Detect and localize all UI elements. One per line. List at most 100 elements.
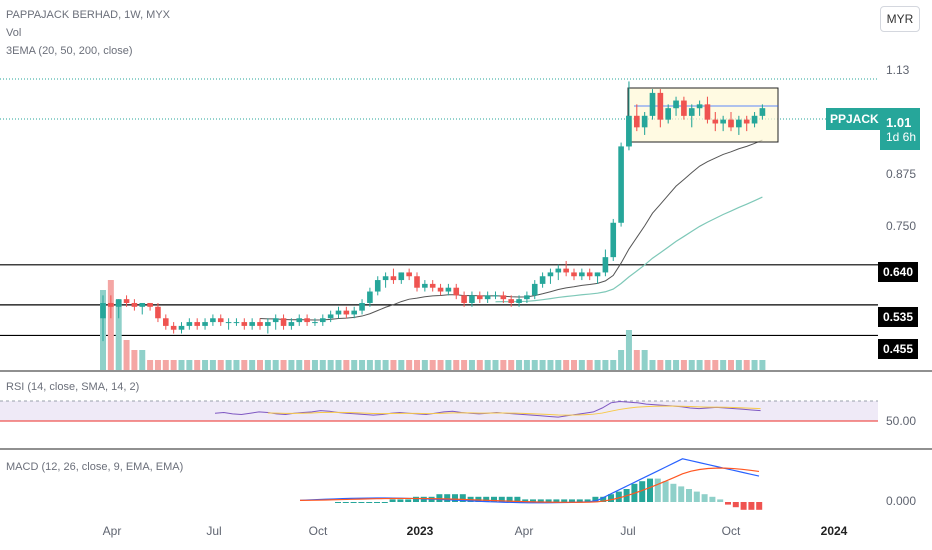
- volume-bar: [249, 360, 256, 370]
- currency-button[interactable]: MYR: [880, 6, 920, 32]
- candle-body: [249, 322, 255, 326]
- volume-bar: [547, 360, 554, 370]
- last-price-tag: 1.01 1d 6h: [880, 108, 920, 150]
- macd-hist-bar: [686, 489, 692, 502]
- volume-bar: [131, 350, 138, 370]
- volume-bar: [516, 360, 523, 370]
- candle-body: [759, 108, 766, 116]
- volume-bar: [257, 360, 263, 370]
- candle-body: [367, 291, 373, 303]
- volume-bar: [508, 360, 515, 370]
- volume-bar: [170, 360, 177, 370]
- volume-bar: [264, 360, 271, 370]
- candle-body: [100, 302, 106, 319]
- candle-body: [618, 146, 624, 223]
- candle-body: [280, 318, 287, 326]
- macd-hist-bar: [678, 486, 685, 502]
- candle-body: [743, 119, 750, 124]
- volume-bar: [602, 360, 609, 370]
- volume-bar: [657, 360, 664, 370]
- candle-body: [359, 302, 365, 311]
- candle-body: [327, 314, 334, 319]
- macd-hist-bar: [709, 496, 716, 502]
- volume-bar: [571, 360, 577, 370]
- time-axis-label: Jul: [620, 524, 636, 538]
- volume-bar: [735, 360, 742, 370]
- macd-hist-bar: [342, 502, 349, 503]
- candle-body: [155, 306, 161, 319]
- volume-bar: [633, 350, 640, 370]
- macd-line: [299, 458, 760, 504]
- candle-body: [312, 322, 318, 324]
- time-axis-label: Apr: [102, 524, 122, 538]
- volume-bar: [327, 360, 334, 370]
- price-tick: 1.13: [886, 63, 910, 77]
- ema-20-line: [259, 139, 763, 321]
- macd-hist-bar: [569, 499, 575, 502]
- candle-body: [704, 104, 711, 120]
- macd-hist-bar: [413, 496, 419, 502]
- volume-bar: [162, 360, 169, 370]
- macd-hist-bar: [717, 499, 724, 502]
- candle-body: [571, 272, 577, 277]
- signal-line: [299, 467, 760, 503]
- candle-body: [445, 287, 452, 292]
- time-axis-label: 2024: [820, 524, 848, 538]
- candle-body: [272, 318, 279, 323]
- candle-body: [500, 295, 507, 300]
- rsi-ma-line: [267, 405, 761, 416]
- volume-bar: [476, 360, 483, 370]
- candle-body: [374, 280, 381, 292]
- macd-hist-bar: [335, 502, 341, 503]
- volume-bar: [688, 360, 695, 370]
- macd-hist-bar: [506, 496, 513, 502]
- price-tick: 0.750: [886, 219, 917, 233]
- time-axis-label: Apr: [514, 524, 534, 538]
- volume-bar: [445, 360, 452, 370]
- candle-body: [720, 119, 726, 124]
- candle-body: [477, 295, 483, 300]
- candle-body: [304, 318, 310, 323]
- macd-hist-bar: [756, 502, 763, 510]
- volume-bar: [225, 360, 232, 370]
- macd-hist-bar: [600, 496, 607, 502]
- macd-hist-bar: [491, 496, 497, 502]
- volume-bar: [123, 340, 130, 370]
- volume-bar: [712, 360, 719, 370]
- volume-legend: Vol: [6, 27, 22, 39]
- macd-hist-bar: [381, 502, 388, 503]
- macd-hist-bar: [389, 499, 396, 502]
- macd-hist-bar: [615, 491, 622, 502]
- macd-hist-bar: [748, 502, 755, 510]
- candle-body: [579, 272, 585, 277]
- macd-hist-bar: [576, 499, 583, 502]
- candle-body: [210, 318, 216, 323]
- macd-hist-bar: [405, 499, 412, 502]
- candle-body: [257, 322, 263, 326]
- macd-hist-bar: [483, 496, 490, 502]
- volume-bar: [288, 360, 295, 370]
- volume-bar: [759, 360, 766, 370]
- candle-body: [673, 100, 679, 109]
- volume-bar: [751, 360, 758, 370]
- candle-body: [736, 119, 742, 128]
- candle-body: [202, 322, 208, 326]
- volume-bar: [429, 360, 436, 370]
- macd-hist-bar: [561, 499, 568, 502]
- volume-bar: [139, 350, 146, 370]
- ema-50-line: [495, 196, 763, 303]
- time-axis-label: Oct: [308, 524, 328, 538]
- candle-body: [351, 310, 357, 315]
- volume-bar: [351, 360, 358, 370]
- volume-bar: [296, 360, 303, 370]
- macd-hist-bar: [545, 499, 552, 502]
- volume-bar: [492, 360, 499, 370]
- macd-hist-bar: [654, 478, 661, 502]
- candle-body: [194, 322, 200, 326]
- volume-bar: [398, 360, 405, 370]
- candle-body: [233, 322, 240, 324]
- macd-tick: 0.000: [886, 494, 917, 508]
- macd-hist-bar: [452, 494, 458, 502]
- candle-body: [634, 115, 640, 128]
